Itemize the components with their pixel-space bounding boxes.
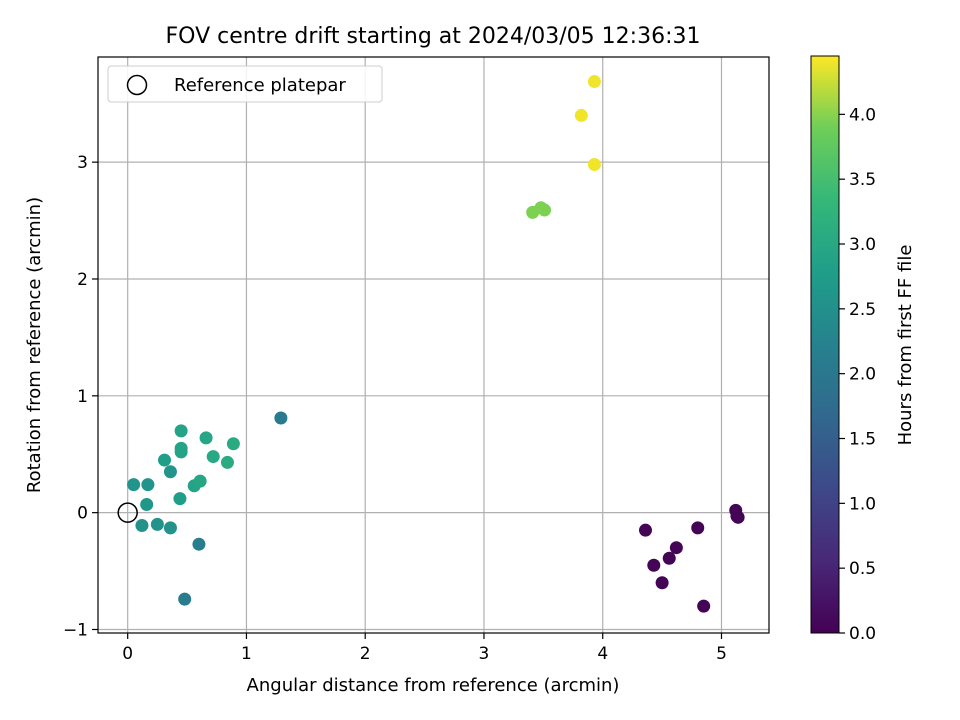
colorbar-tick-label: 0.5 [849, 559, 876, 579]
data-point [691, 521, 705, 535]
data-point [174, 445, 188, 459]
y-axis-label: Rotation from reference (arcmin) [24, 197, 45, 493]
data-point [587, 75, 601, 89]
data-point [193, 474, 207, 488]
x-tick-label: 4 [597, 644, 608, 664]
colorbar-tick-label: 3.0 [849, 235, 876, 255]
data-point [206, 450, 220, 464]
plot-frame [97, 56, 770, 634]
x-tick-label: 2 [360, 644, 371, 664]
data-point [638, 523, 652, 537]
data-point [587, 157, 601, 171]
data-point [226, 437, 240, 451]
colorbar-tick-label: 1.5 [849, 430, 876, 450]
data-point [274, 411, 288, 425]
data-point [730, 509, 744, 523]
data-point [647, 558, 661, 572]
data-point [178, 592, 192, 606]
data-point [127, 478, 141, 492]
data-point [163, 465, 177, 479]
x-tick-label: 5 [716, 644, 727, 664]
data-point [173, 492, 187, 506]
data-point [158, 453, 172, 467]
colorbar-tick-label: 3.5 [849, 170, 876, 190]
legend-box [107, 65, 383, 103]
data-point [574, 108, 588, 122]
data-point [199, 431, 213, 445]
colorbar-label: Hours from first FF file [895, 245, 916, 446]
chart-title: FOV centre drift starting at 2024/03/05 … [166, 24, 701, 49]
colorbar-ticks: 0.0 0.5 1.0 1.5 2.0 2.5 3.0 3.5 4.0 [839, 105, 876, 644]
points [127, 75, 745, 613]
data-point [150, 517, 164, 531]
data-point [174, 424, 188, 438]
data-point [141, 478, 155, 492]
reference-platepar-marker [117, 502, 138, 523]
colorbar-tick-label: 0.0 [849, 624, 876, 644]
plot-area: 0 1 2 3 4 5 −1 0 1 2 3 [63, 56, 770, 664]
x-ticks: 0 1 2 3 4 5 [122, 633, 727, 664]
y-ticks: −1 0 1 2 3 [63, 153, 98, 640]
data-point [669, 541, 683, 555]
data-point [192, 537, 206, 551]
y-tick-label: 2 [77, 270, 88, 290]
y-tick-label: 1 [77, 387, 88, 407]
legend-label: Reference platepar [174, 75, 346, 96]
colorbar: 0.0 0.5 1.0 1.5 2.0 2.5 3.0 3.5 4.0 Hours from f… [810, 55, 916, 644]
colorbar-gradient [810, 55, 840, 634]
y-tick-label: −1 [63, 620, 88, 640]
x-tick-label: 0 [122, 644, 133, 664]
y-tick-label: 3 [77, 153, 88, 173]
colorbar-tick-label: 4.0 [849, 105, 876, 125]
legend: Reference platepar [107, 65, 383, 103]
data-point [140, 497, 154, 511]
data-point [538, 203, 552, 217]
x-axis-label: Angular distance from reference (arcmin) [247, 675, 620, 696]
x-tick-label: 3 [479, 644, 490, 664]
data-point [135, 519, 149, 533]
grid [98, 57, 769, 633]
x-tick-label: 1 [241, 644, 252, 664]
colorbar-tick-label: 1.0 [849, 494, 876, 514]
data-point [220, 455, 234, 469]
data-point [662, 551, 676, 565]
colorbar-tick-label: 2.0 [849, 365, 876, 385]
legend-marker-icon [126, 74, 148, 96]
y-tick-label: 0 [77, 504, 88, 524]
data-point [655, 576, 669, 590]
data-point [163, 521, 177, 535]
colorbar-tick-label: 2.5 [849, 300, 876, 320]
data-point [697, 599, 711, 613]
